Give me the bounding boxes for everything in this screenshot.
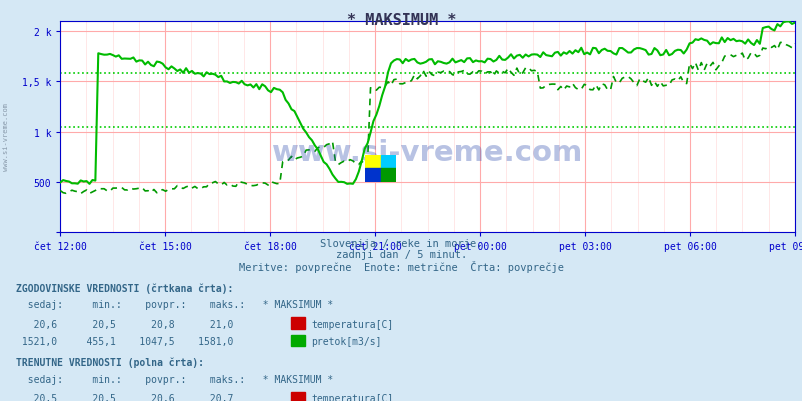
- Text: pretok[m3/s]: pretok[m3/s]: [311, 336, 382, 346]
- Text: sedaj:     min.:    povpr.:    maks.:   * MAKSIMUM *: sedaj: min.: povpr.: maks.: * MAKSIMUM *: [16, 300, 333, 310]
- Text: 20,5      20,5      20,6      20,7: 20,5 20,5 20,6 20,7: [16, 393, 233, 401]
- Bar: [291, 392, 305, 401]
- Bar: [365, 169, 380, 182]
- Text: Slovenija / reke in morje.: Slovenija / reke in morje.: [320, 239, 482, 249]
- Bar: [380, 155, 395, 169]
- Text: www.si-vreme.com: www.si-vreme.com: [272, 139, 582, 166]
- Text: ZGODOVINSKE VREDNOSTI (črtkana črta):: ZGODOVINSKE VREDNOSTI (črtkana črta):: [16, 283, 233, 293]
- Text: temperatura[C]: temperatura[C]: [311, 319, 393, 329]
- Text: Meritve: povprečne  Enote: metrične  Črta: povprečje: Meritve: povprečne Enote: metrične Črta:…: [239, 261, 563, 273]
- Text: temperatura[C]: temperatura[C]: [311, 393, 393, 401]
- Bar: [365, 155, 380, 169]
- Text: www.si-vreme.com: www.si-vreme.com: [3, 102, 10, 170]
- Text: 20,6      20,5      20,8      21,0: 20,6 20,5 20,8 21,0: [16, 319, 233, 329]
- Bar: [380, 169, 395, 182]
- Text: TRENUTNE VREDNOSTI (polna črta):: TRENUTNE VREDNOSTI (polna črta):: [16, 357, 204, 367]
- Text: 1521,0     455,1    1047,5    1581,0: 1521,0 455,1 1047,5 1581,0: [16, 336, 233, 346]
- Bar: [291, 335, 305, 346]
- Text: sedaj:     min.:    povpr.:    maks.:   * MAKSIMUM *: sedaj: min.: povpr.: maks.: * MAKSIMUM *: [16, 374, 333, 384]
- Bar: [291, 318, 305, 329]
- Text: zadnji dan / 5 minut.: zadnji dan / 5 minut.: [335, 249, 467, 259]
- Text: * MAKSIMUM *: * MAKSIMUM *: [346, 13, 456, 28]
